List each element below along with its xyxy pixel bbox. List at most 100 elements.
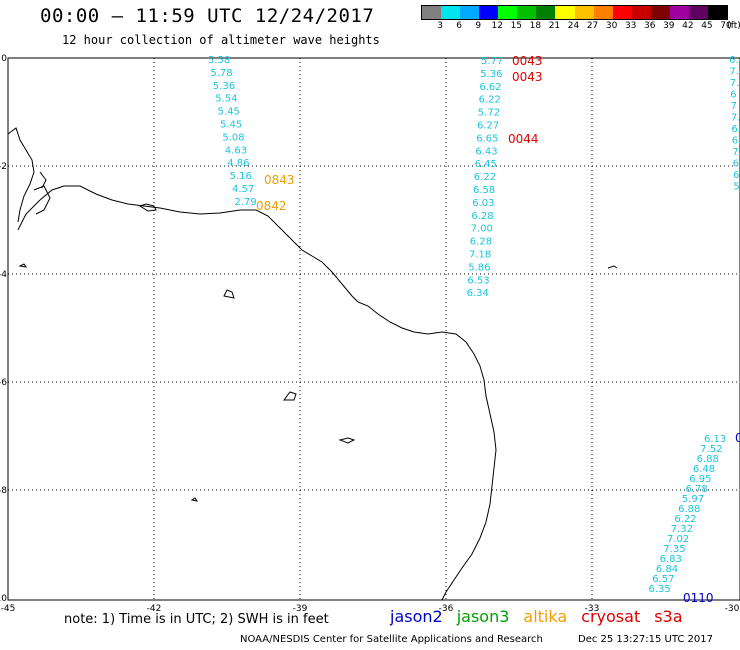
scale-label: 33 xyxy=(624,21,637,31)
right-track-value: 6.35 xyxy=(649,584,671,595)
legend-item: altika xyxy=(523,607,568,626)
edge-track-value: 6.54 xyxy=(733,159,740,170)
right-track-value: 6.48 xyxy=(693,464,715,475)
pass-time-stamp: 0043 xyxy=(512,70,543,84)
left-track-value: 4.57 xyxy=(232,184,254,195)
scale-label: 21 xyxy=(548,21,561,31)
pass-time-stamp: 0043 xyxy=(512,54,543,68)
center-track-value: 6.22 xyxy=(474,172,496,183)
right-track-value: 7.35 xyxy=(663,544,685,555)
right-track-value: 6.57 xyxy=(652,574,674,585)
right-track-value: 6.88 xyxy=(697,454,719,465)
center-track-value: 7.18 xyxy=(469,250,491,261)
scale-label: 30 xyxy=(605,21,618,31)
color-swatch xyxy=(688,6,708,19)
scale-label: 42 xyxy=(682,21,694,31)
color-scale-labels: 3 6 9 12 15 18 21 24 27 30 33 36 39 42 45 70 (ft) xyxy=(421,20,740,32)
legend-item: jason2 xyxy=(390,607,443,626)
scale-label: 18 xyxy=(529,21,542,31)
longitude-label: -45 xyxy=(1,604,16,614)
grid-lines xyxy=(8,58,740,600)
pass-time-stamp: 0842 xyxy=(256,199,287,213)
color-swatch xyxy=(612,6,632,19)
scale-label: 39 xyxy=(663,21,675,31)
island-3 xyxy=(283,391,297,401)
edge-track-value: 6.83 xyxy=(733,170,740,181)
center-track-value: 6.53 xyxy=(467,275,489,286)
satellite-legend: jason2 jason3 altika cryosat s3a xyxy=(390,607,683,626)
right-track-value: 7.52 xyxy=(700,444,722,455)
edge-track-value: 6.4 xyxy=(729,55,740,66)
center-track-value: 6.28 xyxy=(471,211,493,222)
center-track-value: 6.43 xyxy=(475,146,497,157)
island-5 xyxy=(18,263,28,268)
legend-item: s3a xyxy=(654,607,683,626)
color-swatch xyxy=(669,6,689,19)
latitude-label: -10 xyxy=(0,594,7,604)
edge-track-value: 6.80 xyxy=(732,136,740,147)
center-track-value: 5.36 xyxy=(480,69,502,80)
color-swatch xyxy=(460,6,480,19)
color-swatch xyxy=(631,6,651,19)
legend-item: jason3 xyxy=(456,607,510,626)
pass-time-stamp: 0110 xyxy=(683,591,714,605)
latitude-label: -8 xyxy=(0,486,7,496)
island-2 xyxy=(223,289,235,299)
color-swatch xyxy=(498,6,518,19)
map-frame xyxy=(7,57,740,601)
left-track-value: 5.58 xyxy=(208,55,230,66)
color-swatch xyxy=(422,6,442,19)
latitude-label: 0 xyxy=(1,54,7,64)
left-track-value: 5.16 xyxy=(230,171,252,182)
island-1 xyxy=(138,203,157,212)
center-track-value: 6.27 xyxy=(477,121,499,132)
scale-label: 24 xyxy=(567,21,580,31)
pass-time-stamp: 0843 xyxy=(264,173,295,187)
right-track-value: 6.83 xyxy=(660,554,682,565)
left-track-value: 5.36 xyxy=(213,81,235,92)
left-track-value: 5.54 xyxy=(215,94,237,105)
left-track-value: 5.08 xyxy=(222,132,244,143)
left-track-value: 2.79 xyxy=(234,197,256,208)
left-track-value: 4.86 xyxy=(227,158,249,169)
scale-label: 12 xyxy=(491,21,503,31)
color-swatch xyxy=(574,6,594,19)
pass-time-stamp: 0044 xyxy=(508,132,539,146)
right-track-value: 6.13 xyxy=(704,434,726,445)
center-track-value: 6.03 xyxy=(472,198,494,209)
left-track-value: 4.63 xyxy=(225,145,247,156)
color-swatch xyxy=(536,6,556,19)
center-track-value: 6.34 xyxy=(467,288,489,299)
color-swatch xyxy=(441,6,461,19)
latitude-label: -4 xyxy=(0,270,7,280)
scale-label: 9 xyxy=(475,21,482,31)
right-track-value: 6.78 xyxy=(686,484,708,495)
right-track-value: 6.22 xyxy=(674,514,696,525)
time-stamps: 0043 0043 0044 0843 0842 0110 0 xyxy=(256,54,740,605)
color-swatch xyxy=(707,6,727,19)
scale-label: 15 xyxy=(510,21,523,31)
color-swatch xyxy=(650,6,670,19)
pass-time-stamp: 0 xyxy=(735,431,740,445)
center-track-value: 6.62 xyxy=(479,82,501,93)
color-swatch xyxy=(517,6,537,19)
longitude-label: -36 xyxy=(439,604,454,614)
scale-label: 36 xyxy=(644,21,656,31)
axis-labels: -45 -42 -39 -36 -33 -30 0 -2 -4 -6 -8 -10 xyxy=(0,54,740,614)
scale-label: 70 xyxy=(720,21,732,31)
map-subtitle: 12 hour collection of altimeter wave hei… xyxy=(62,33,380,47)
center-track-value: 5.72 xyxy=(478,108,500,119)
center-track-value: 5.86 xyxy=(468,262,490,273)
center-track-value: 6.22 xyxy=(479,95,501,106)
longitude-label: -30 xyxy=(725,604,740,614)
edge-track-value: 7.45 xyxy=(732,147,740,158)
map-title: 00:00 – 11:59 UTC 12/24/2017 xyxy=(40,5,375,27)
longitude-label: -33 xyxy=(585,604,600,614)
edge-track-value: 7 xyxy=(731,101,737,112)
right-track-value: 6.95 xyxy=(689,474,711,485)
edge-track-value: 7.4 xyxy=(730,78,740,89)
edge-track-value: 5.69 xyxy=(733,182,740,193)
edge-track-value: 6 xyxy=(730,90,736,101)
island-6 xyxy=(607,265,618,269)
